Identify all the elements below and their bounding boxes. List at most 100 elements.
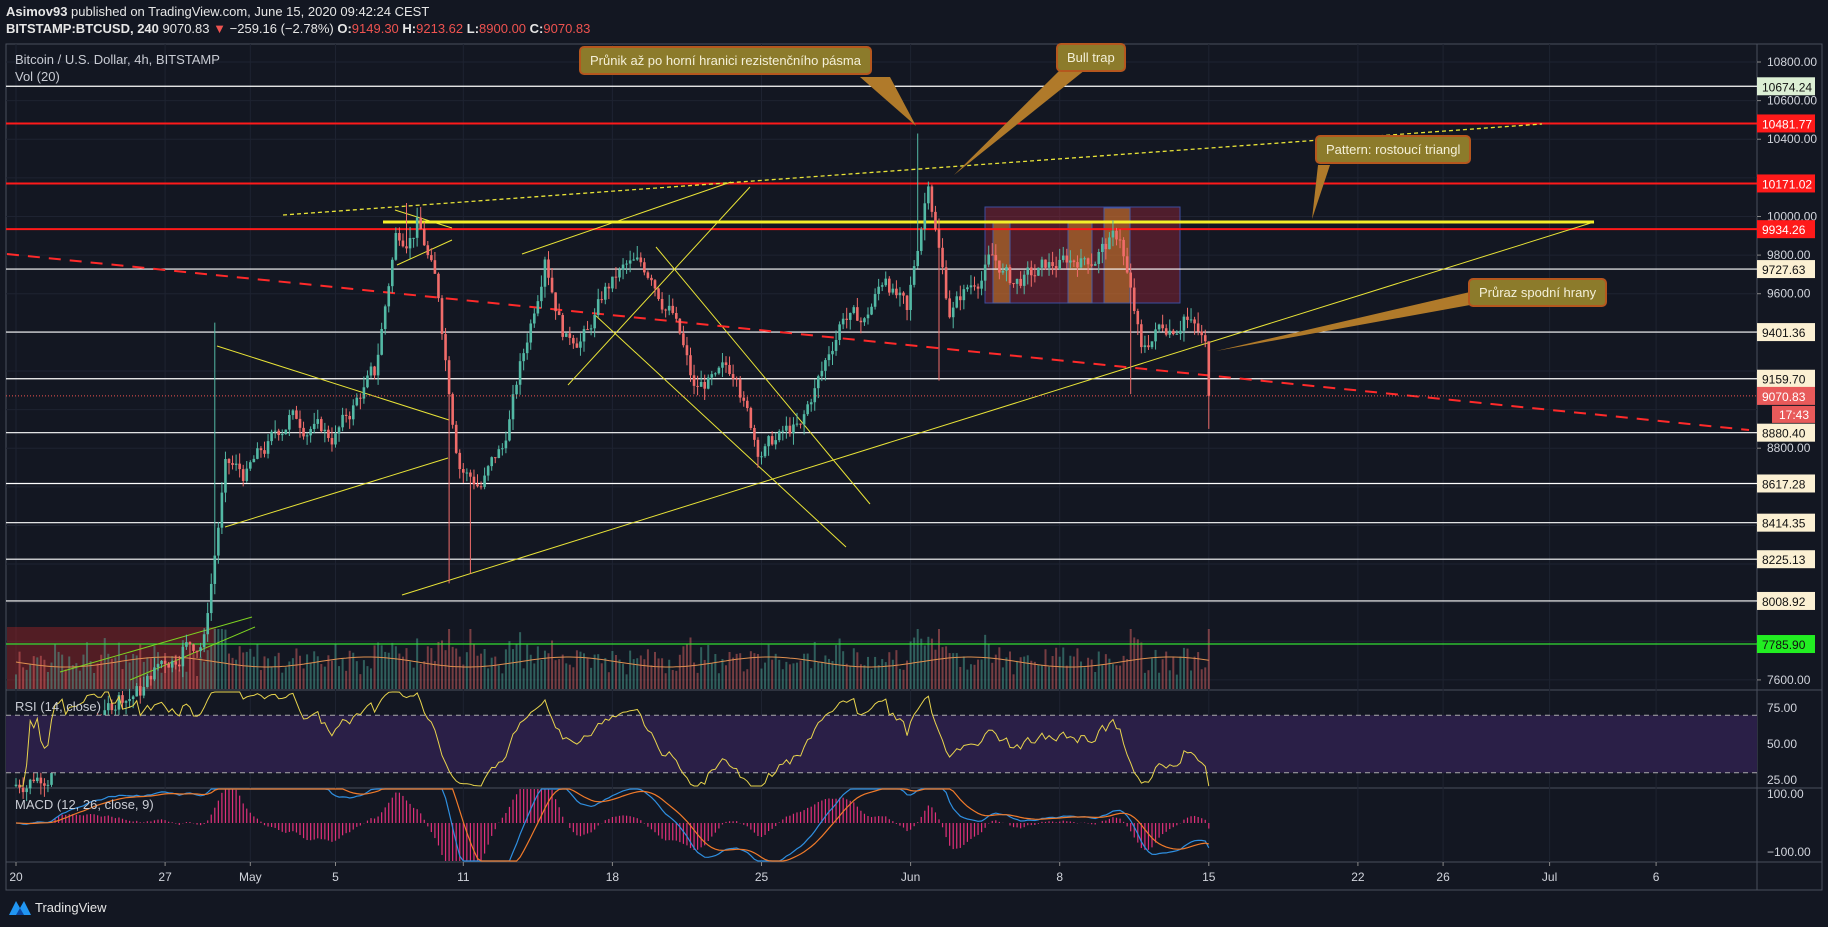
volume-bar: [792, 663, 795, 689]
candle-body: [685, 345, 689, 356]
volume-bar: [654, 651, 656, 689]
x-tick-label: 26: [1436, 870, 1450, 884]
candle-body: [486, 466, 490, 476]
volume-bar: [923, 645, 926, 689]
candle-body: [774, 440, 777, 445]
candle-body: [149, 675, 153, 680]
candle-body: [1019, 278, 1022, 286]
candle-body: [923, 203, 927, 230]
y-tick-label: 10400.00: [1767, 132, 1817, 146]
publish-info: Asimov93 published on TradingView.com, J…: [6, 4, 429, 19]
level-label-bg: [1757, 77, 1815, 96]
volume-bar: [174, 654, 177, 689]
volume-bar: [299, 655, 301, 689]
candle-body: [817, 376, 820, 389]
candle-body: [1015, 278, 1019, 284]
candle-body: [344, 414, 348, 416]
volume-bar: [671, 670, 674, 689]
callout-bull-trap[interactable]: Bull trap: [1056, 43, 1126, 72]
volume-bar: [167, 666, 170, 689]
callout-pattern[interactable]: Pattern: rostoucí triangl: [1315, 135, 1472, 164]
candle-body: [1093, 263, 1097, 266]
volume-bar: [1122, 655, 1125, 689]
candle-body: [224, 458, 227, 493]
candle-body: [696, 385, 699, 387]
candle-body: [437, 273, 440, 299]
candle-body: [465, 472, 469, 474]
candle-body: [124, 701, 128, 703]
candle-body: [209, 583, 213, 614]
volume-bar: [1186, 648, 1189, 689]
candle-body: [1193, 319, 1196, 324]
volume-bar: [568, 664, 571, 689]
candle-body: [657, 288, 660, 299]
volume-bar: [117, 642, 120, 689]
candle-body: [845, 318, 848, 320]
candle-body: [1030, 267, 1033, 276]
candle-body: [376, 354, 380, 376]
tradingview-logo-icon: [9, 901, 31, 915]
candle-body: [1044, 259, 1047, 268]
candle-body: [217, 527, 220, 556]
candle-body: [117, 695, 121, 710]
volume-bar: [231, 657, 234, 689]
volume-bar: [71, 665, 74, 689]
candle-body: [284, 429, 288, 435]
volume-bar: [1080, 661, 1082, 689]
candle-body: [714, 373, 717, 375]
candle-body: [462, 469, 465, 473]
volume-bar: [870, 668, 873, 689]
candle-body: [767, 436, 770, 447]
volume-bar: [1012, 674, 1015, 689]
volume-bar: [714, 654, 717, 689]
volume-ma-line: [15, 656, 1209, 668]
callout-breakdown[interactable]: Průraz spodní hrany: [1468, 278, 1608, 307]
volume-bar: [1101, 665, 1104, 689]
volume-bar: [448, 629, 451, 689]
y-tick-label: 8800.00: [1767, 441, 1811, 455]
volume-bar: [128, 662, 131, 689]
candle-body: [1147, 345, 1150, 348]
volume-bar: [721, 658, 724, 689]
candle-body: [643, 262, 646, 273]
candle-body: [280, 434, 284, 436]
volume-bar: [583, 653, 585, 689]
volume-bar: [991, 662, 994, 689]
candle-body: [699, 381, 703, 387]
volume-bar: [725, 665, 727, 689]
candle-body: [170, 661, 174, 668]
candle-body: [529, 323, 533, 343]
volume-bar: [508, 641, 511, 689]
candle-body: [959, 296, 962, 301]
volume-bar: [856, 652, 859, 689]
volume-bar: [46, 671, 49, 689]
candle-body: [50, 772, 53, 785]
volume-bar: [678, 654, 681, 689]
volume-bar: [1026, 655, 1029, 689]
volume-bar: [89, 661, 92, 689]
macd-histogram: [18, 789, 1210, 861]
volume-bar: [242, 652, 245, 689]
candle-body: [724, 362, 728, 366]
volume-bar: [835, 645, 838, 689]
candle-body: [1054, 266, 1058, 269]
volume-bar: [1151, 658, 1153, 689]
volume-bar: [487, 668, 490, 689]
candle-body: [355, 397, 359, 406]
trend-line: [216, 345, 450, 421]
close-value: 9070.83: [543, 21, 591, 36]
candle-body: [277, 430, 280, 436]
volume-bar: [543, 650, 546, 689]
candle-body: [671, 305, 675, 314]
volume-bar: [636, 658, 639, 689]
level-label: 8617.28: [1762, 477, 1806, 491]
volume-bar: [39, 655, 42, 689]
tradingview-logo[interactable]: TradingView: [8, 898, 107, 916]
volume-bar: [867, 656, 869, 689]
candle-body: [856, 307, 859, 321]
candle-body: [107, 703, 110, 711]
callout-breakout[interactable]: Průnik až po horní hranici rezistenčního…: [579, 46, 872, 75]
candle-body: [163, 660, 167, 664]
candle-body: [717, 367, 721, 374]
